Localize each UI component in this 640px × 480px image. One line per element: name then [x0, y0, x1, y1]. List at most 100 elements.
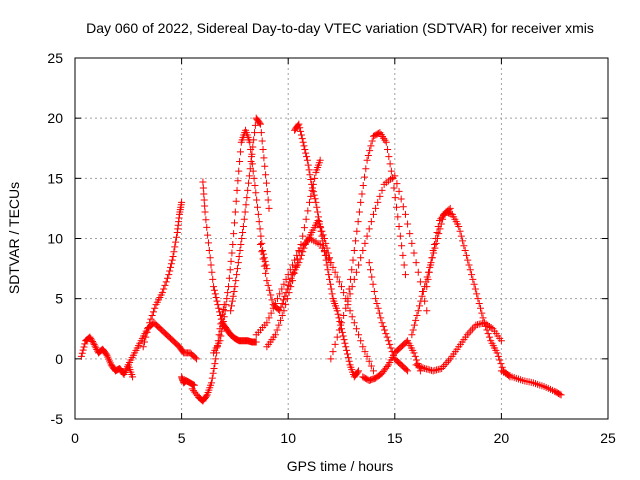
data-point-marker — [262, 269, 270, 277]
data-point-marker — [366, 266, 374, 274]
data-point-marker — [473, 290, 481, 298]
data-point-marker — [342, 304, 350, 312]
data-point-marker — [310, 191, 318, 199]
data-point-marker — [382, 330, 390, 338]
data-point-marker — [387, 167, 395, 175]
data-point-marker — [285, 289, 293, 297]
data-point-marker — [469, 275, 477, 283]
data-point-marker — [229, 292, 237, 300]
data-point-marker — [216, 337, 224, 345]
data-point-marker — [220, 313, 228, 321]
data-point-marker — [245, 179, 253, 187]
data-point-marker — [231, 283, 239, 291]
data-point-marker — [210, 283, 218, 291]
series-sat-track-17 — [412, 319, 505, 375]
data-point-marker — [203, 223, 211, 231]
data-point-marker — [212, 293, 220, 301]
data-point-marker — [256, 241, 264, 249]
data-point-marker — [217, 332, 225, 340]
data-point-marker — [324, 266, 332, 274]
data-point-marker — [302, 215, 310, 223]
data-point-marker — [199, 184, 207, 192]
data-point-marker — [322, 256, 330, 264]
data-point-marker — [251, 182, 259, 190]
data-point-marker — [258, 248, 266, 256]
data-point-marker — [146, 319, 154, 327]
data-point-marker — [205, 247, 213, 255]
data-point-marker — [162, 278, 170, 286]
data-point-marker — [375, 309, 383, 317]
data-point-marker — [326, 280, 334, 288]
data-point-marker — [438, 364, 446, 372]
data-point-marker — [305, 166, 313, 174]
data-point-marker — [290, 269, 298, 277]
data-point-marker — [297, 127, 305, 135]
data-point-marker — [92, 344, 100, 352]
data-point-marker — [267, 291, 275, 299]
data-point-marker — [401, 271, 409, 279]
data-point-marker — [457, 232, 465, 240]
x-tick-label: 25 — [600, 430, 616, 446]
series-sat-track-11 — [291, 120, 363, 381]
data-point-marker — [432, 239, 440, 247]
data-point-marker — [436, 225, 444, 233]
y-tick-label: 15 — [47, 170, 63, 186]
data-point-marker — [355, 261, 363, 269]
data-point-marker — [246, 165, 254, 173]
data-point-marker — [233, 186, 241, 194]
data-point-marker — [258, 239, 266, 247]
data-point-marker — [316, 241, 324, 249]
data-point-marker — [193, 355, 201, 363]
data-point-marker — [348, 313, 356, 321]
data-point-marker — [333, 333, 341, 341]
data-point-marker — [320, 247, 328, 255]
data-point-marker — [253, 196, 261, 204]
data-point-marker — [368, 273, 376, 281]
data-point-marker — [234, 259, 242, 267]
data-point-marker — [250, 136, 258, 144]
y-tick-label: 10 — [47, 231, 63, 247]
data-point-marker — [384, 337, 392, 345]
data-point-marker — [376, 192, 384, 200]
data-point-marker — [391, 172, 399, 180]
data-point-marker — [350, 319, 358, 327]
series-sat-track-13 — [344, 129, 409, 303]
data-point-marker — [314, 208, 322, 216]
data-point-marker — [271, 331, 279, 339]
data-point-marker — [80, 343, 88, 351]
data-point-marker — [200, 196, 208, 204]
data-point-marker — [254, 210, 262, 218]
data-point-marker — [335, 314, 343, 322]
data-point-marker — [200, 190, 208, 198]
data-point-marker — [129, 373, 137, 381]
data-point-marker — [295, 120, 303, 128]
data-point-marker — [280, 307, 288, 315]
data-point-marker — [410, 321, 418, 329]
data-point-marker — [361, 239, 369, 247]
series-sat-track-19 — [408, 204, 454, 339]
data-point-marker — [262, 171, 270, 179]
data-point-marker — [216, 308, 224, 316]
data-point-marker — [312, 198, 320, 206]
data-point-marker — [408, 331, 416, 339]
data-point-marker — [292, 262, 300, 270]
data-point-marker — [225, 274, 233, 282]
data-point-marker — [265, 314, 273, 322]
data-point-marker — [369, 280, 377, 288]
data-point-marker — [88, 336, 96, 344]
data-point-marker — [325, 271, 333, 279]
data-point-marker — [361, 348, 369, 356]
data-point-marker — [230, 287, 238, 295]
data-point-marker — [230, 219, 238, 227]
data-point-marker — [352, 237, 360, 245]
series-sat-track-3 — [139, 198, 186, 351]
data-point-marker — [474, 295, 482, 303]
data-point-marker — [497, 337, 505, 345]
data-point-marker — [210, 286, 218, 294]
data-point-marker — [348, 283, 356, 291]
x-tick-label: 15 — [387, 430, 403, 446]
data-point-marker — [433, 228, 441, 236]
data-point-marker — [431, 244, 439, 252]
data-point-marker — [327, 355, 335, 363]
